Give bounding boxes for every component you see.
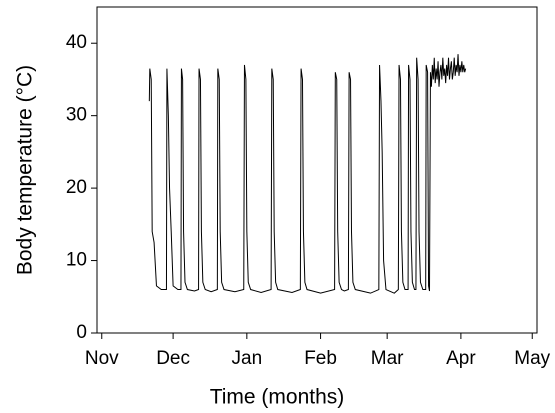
x-tick-label: Mar	[371, 348, 404, 369]
x-tick-label: May	[514, 348, 550, 369]
x-tick-label: Nov	[85, 348, 119, 369]
y-tick-label: 10	[66, 250, 87, 271]
x-tick-label: Dec	[156, 348, 190, 369]
y-tick-label: 40	[66, 32, 87, 53]
y-tick-label: 0	[76, 322, 87, 343]
x-tick-label: Apr	[446, 348, 476, 369]
temperature-line	[148, 54, 467, 294]
y-tick-label: 20	[66, 177, 87, 198]
x-axis-title: Time (months)	[210, 386, 345, 409]
x-tick-label: Jan	[232, 348, 263, 369]
y-tick-label: 30	[66, 105, 87, 126]
plot-frame	[96, 6, 538, 334]
x-tick-label: Feb	[304, 348, 337, 369]
y-axis-title: Body temperature (°C)	[14, 65, 37, 275]
